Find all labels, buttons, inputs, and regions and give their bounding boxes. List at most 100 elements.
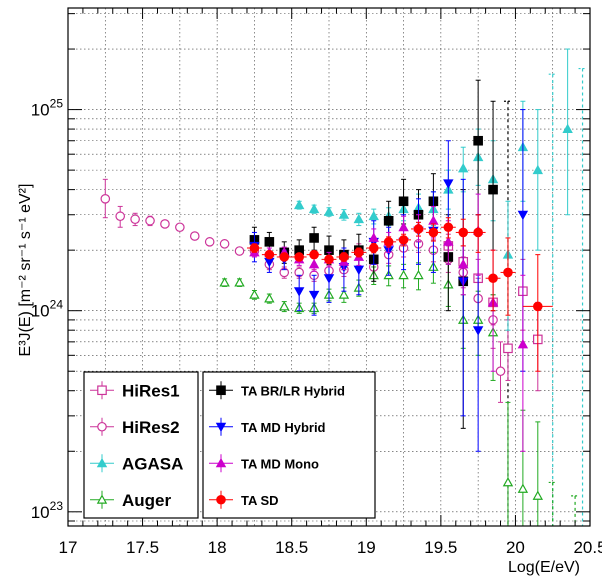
data-point	[279, 301, 290, 311]
x-tick-label: 18	[208, 538, 227, 557]
data-point	[413, 269, 424, 280]
legend-label: TA BR/LR Hybrid	[241, 383, 345, 398]
legend-label: TA MD Mono	[241, 456, 319, 471]
data-point	[219, 277, 230, 287]
data-layer	[100, 48, 587, 527]
data-point	[293, 287, 305, 297]
data-point	[532, 490, 544, 500]
data-point	[130, 214, 140, 225]
data-point	[323, 206, 335, 216]
data-point	[488, 273, 498, 284]
data-point	[160, 219, 170, 229]
data-point	[264, 237, 275, 247]
legend-label: Auger	[122, 491, 172, 510]
data-point	[100, 194, 111, 204]
series-ta-sd	[246, 214, 553, 372]
data-point	[309, 249, 319, 260]
data-point	[338, 289, 350, 299]
data-point	[443, 236, 454, 246]
data-point	[249, 289, 260, 299]
data-point	[398, 196, 409, 207]
data-point	[488, 184, 498, 195]
data-point	[234, 246, 245, 256]
data-point	[353, 213, 365, 224]
data-point	[219, 239, 230, 249]
x-tick-label: 20.5	[573, 538, 602, 557]
data-point	[428, 215, 439, 225]
data-point	[115, 211, 125, 222]
series-hires2	[100, 178, 506, 403]
x-axis-title: Log(E/eV)	[508, 559, 580, 576]
y-tick-label: 1023	[31, 499, 64, 522]
data-point	[324, 254, 334, 265]
data-point	[249, 243, 260, 253]
data-point	[472, 326, 484, 336]
data-point	[264, 293, 275, 303]
legend-marker	[97, 385, 107, 396]
data-point	[294, 252, 304, 262]
data-point	[189, 231, 200, 241]
data-point	[338, 209, 350, 219]
x-tick-label: 19.5	[424, 538, 457, 557]
data-point	[532, 301, 543, 312]
legend-label: TA MD Hybrid	[241, 420, 326, 435]
legend-marker	[215, 422, 227, 433]
plot-frame	[67, 7, 591, 527]
legend-marker	[216, 385, 226, 396]
y-tick-label: 1024	[31, 298, 64, 321]
data-point	[428, 227, 439, 238]
data-point	[413, 224, 424, 234]
legend-marker	[215, 457, 227, 468]
axes-frame	[67, 7, 591, 527]
data-point	[383, 237, 394, 247]
data-point	[279, 252, 290, 262]
data-point	[368, 232, 379, 242]
legend-marker	[216, 494, 226, 505]
data-point	[264, 249, 275, 260]
legend-marker	[97, 421, 107, 432]
data-point	[398, 221, 409, 232]
data-point	[502, 476, 514, 487]
axis-ticks: 17 17.5 18 18.5 19 19.5 20 20.5 1023 1024 1025	[31, 8, 602, 557]
y-tick-label: 1025	[31, 97, 64, 120]
x-tick-label: 20	[506, 538, 525, 557]
data-point	[204, 237, 215, 247]
data-point	[458, 258, 469, 269]
x-tick-label: 18.5	[275, 538, 308, 557]
legend-label: TA SD	[241, 493, 279, 508]
legend-label: HiRes1	[122, 381, 180, 400]
data-point	[517, 483, 529, 493]
legend-label: AGASA	[122, 454, 183, 473]
data-point	[517, 338, 529, 349]
x-tick-label: 17.5	[126, 538, 159, 557]
data-point	[458, 227, 469, 238]
data-point	[308, 258, 320, 269]
data-point	[308, 203, 320, 214]
data-point	[293, 199, 305, 210]
legend-box-2	[202, 371, 376, 519]
data-point	[495, 366, 506, 377]
data-point	[354, 247, 364, 258]
legend-marker	[96, 457, 108, 468]
data-point	[323, 274, 335, 284]
data-point	[234, 277, 245, 287]
legend-marker	[96, 494, 108, 504]
data-point	[517, 210, 529, 221]
data-point	[368, 243, 379, 253]
data-point	[532, 164, 544, 175]
data-point	[175, 222, 185, 233]
data-point	[473, 135, 483, 146]
y-axis-title: E³J(E) [m⁻² sr⁻¹ s⁻¹ eV²]	[17, 184, 34, 357]
data-point	[458, 162, 469, 173]
data-point	[145, 215, 155, 226]
data-point	[562, 123, 573, 134]
x-tick-label: 19	[357, 538, 376, 557]
legend-label: HiRes2	[122, 418, 180, 437]
data-point	[398, 269, 409, 280]
data-point	[353, 265, 365, 276]
data-point	[308, 290, 320, 301]
data-point	[503, 343, 513, 354]
data-point	[398, 235, 409, 245]
x-tick-label: 17	[59, 538, 78, 557]
data-point	[339, 252, 349, 262]
